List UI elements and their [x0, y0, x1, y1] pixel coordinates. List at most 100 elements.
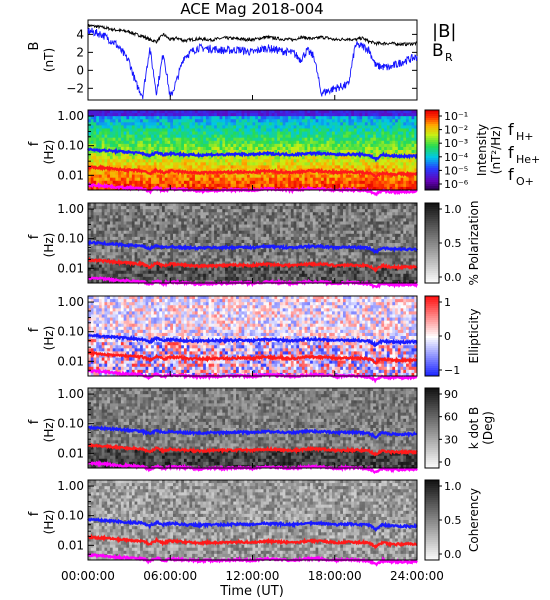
spectrogram-cell: [222, 243, 226, 247]
spectrogram-cell: [140, 239, 144, 244]
spectrogram-cell: [216, 183, 220, 188]
spectrogram-cell: [334, 183, 338, 188]
spectrogram-cell: [214, 203, 218, 207]
spectrogram-cell: [175, 270, 179, 275]
spectrogram-cell: [249, 122, 253, 126]
spectrogram-cell: [260, 131, 264, 136]
spectrogram-cell: [290, 134, 295, 139]
spectrogram-cell: [227, 134, 231, 139]
spectrogram-cell: [203, 162, 207, 166]
spectrogram-cell: [373, 128, 377, 132]
spectrogram-cell: [162, 131, 166, 136]
spectrogram-cell: [301, 171, 305, 176]
spectrogram-cell: [186, 146, 190, 151]
spectrogram-cell: [109, 203, 114, 207]
spectrogram-cell: [321, 119, 325, 123]
spectrogram-cell: [156, 209, 160, 213]
spectrogram-cell: [183, 177, 188, 182]
spectrogram-cell: [211, 249, 215, 253]
spectrogram-cell: [219, 212, 223, 216]
spectrogram-cell: [214, 261, 218, 265]
spectrogram-cell: [167, 215, 171, 219]
spectrogram-cell: [208, 273, 212, 278]
spectrogram-cell: [183, 233, 188, 238]
spectrogram-cell: [164, 159, 168, 163]
spectrogram-cell: [345, 165, 349, 169]
spectrogram-cell: [151, 270, 155, 275]
spectrogram-cell: [104, 171, 108, 176]
spectrogram-cell: [140, 206, 144, 210]
spectrogram-cell: [392, 186, 396, 191]
spectrogram-cell: [131, 134, 136, 139]
spectrogram-cell: [266, 209, 270, 213]
spectrogram-cell: [356, 137, 360, 142]
spectrogram-cell: [96, 165, 100, 169]
spectrogram-cell: [244, 140, 248, 145]
spectrogram-cell: [301, 119, 305, 123]
spectrogram-cell: [381, 134, 385, 139]
spectrogram-cell: [321, 122, 325, 126]
spectrogram-cell: [159, 159, 163, 163]
spectrogram-cell: [310, 113, 314, 117]
spectrogram-cell: [356, 177, 360, 182]
spectrogram-cell: [296, 137, 300, 142]
spectrogram-cell: [134, 255, 138, 259]
spectrogram-cell: [214, 125, 218, 129]
spectrogram-cell: [109, 273, 114, 278]
spectrogram-cell: [241, 206, 245, 210]
spectrogram-cell: [364, 116, 369, 120]
spectrogram-cell: [170, 140, 174, 145]
spectrogram-cell: [307, 131, 311, 136]
spectrogram-cell: [142, 270, 146, 275]
spectrogram-cell: [134, 113, 138, 117]
spectrogram-cell: [107, 252, 111, 256]
spectrogram-cell: [219, 252, 223, 256]
spectrogram-cell: [395, 119, 399, 123]
spectrogram-cell: [227, 156, 231, 160]
spectrogram-cell: [123, 183, 127, 188]
spectrogram-cell: [230, 128, 234, 132]
spectrogram-cell: [162, 279, 166, 284]
spectrogram-cell: [378, 183, 382, 188]
spectrogram-cell: [381, 128, 385, 132]
spectrogram-cell: [288, 116, 292, 120]
spectrogram-cell: [315, 137, 319, 142]
spectrogram-cell: [164, 227, 168, 232]
spectrogram-cell: [175, 134, 179, 139]
spectrogram-cell: [172, 110, 177, 114]
spectrogram-cell: [307, 146, 311, 151]
spectrogram-cell: [186, 227, 190, 232]
spectrogram-cell: [414, 168, 418, 172]
spectrogram-cell: [137, 137, 141, 142]
spectrogram-cell: [205, 122, 210, 126]
spectrogram-cell: [164, 183, 168, 188]
spectrogram-cell: [329, 137, 333, 142]
spectrogram-cell: [233, 140, 237, 145]
spectrogram-cell: [148, 186, 152, 191]
spectrogram-cell: [241, 215, 245, 219]
spectrogram-cell: [183, 113, 188, 117]
spectrogram-cell: [219, 137, 223, 142]
spectrogram-cell: [241, 249, 245, 253]
spectrogram-cell: [131, 125, 136, 129]
spectrogram-cell: [266, 224, 270, 229]
spectrogram-cell: [406, 186, 410, 191]
spectrogram-cell: [400, 180, 404, 185]
spectrogram-cell: [123, 156, 127, 160]
spectrogram-cell: [252, 131, 256, 136]
spectrogram-cell: [203, 165, 207, 169]
spectrogram-cell: [175, 236, 179, 241]
spectrogram-cell: [271, 113, 275, 117]
spectrogram-cell: [255, 146, 259, 151]
spectrogram-cell: [140, 209, 144, 213]
spectrogram-cell: [406, 168, 410, 172]
spectrogram-cell: [93, 159, 97, 163]
spectrogram-cell: [200, 249, 204, 253]
spectrogram-cell: [140, 174, 144, 179]
spectrogram-cell: [274, 128, 278, 132]
colorbar-step: [425, 140, 439, 143]
spectrogram-cell: [186, 215, 190, 219]
spectrogram-cell: [134, 221, 138, 225]
spectrogram-cell: [381, 140, 385, 145]
spectrogram-cell: [307, 128, 311, 132]
